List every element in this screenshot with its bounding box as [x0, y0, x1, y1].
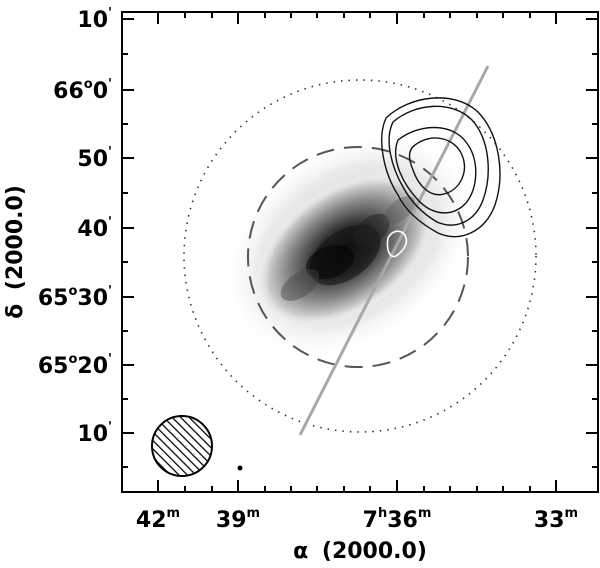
x-tick-label: 39m [216, 506, 260, 533]
y-tick-label: 40' [77, 215, 112, 242]
contour-set [381, 97, 501, 238]
y-axis-label: δ (2000.0) [3, 185, 28, 319]
dashed-circle [247, 146, 469, 368]
galaxy-image [221, 130, 479, 360]
y-tick-label: 66o0' [53, 77, 112, 104]
y-tick-label: 10' [77, 420, 112, 447]
y-tick-label: 65o20' [38, 352, 112, 379]
y-tick-label: 50' [77, 145, 112, 172]
slit-line [298, 65, 490, 436]
axis-ticks [122, 12, 598, 492]
y-tick-label: 10' [77, 6, 112, 33]
x-axis-label: α (2000.0) [293, 539, 427, 564]
axis-tick-labels: 42m 39m 7h36m 33m 10' 66o0' 50' 40' 65o30' 65o20'… [38, 6, 578, 533]
x-tick-label: 42m [136, 506, 180, 533]
x-tick-label: 7h36m [363, 506, 432, 533]
beam-small-dot [237, 465, 243, 471]
y-tick-label: 65o30' [38, 284, 112, 311]
white-contour [386, 230, 408, 258]
x-tick-label: 33m [534, 506, 578, 533]
beam-hatched-circle [151, 415, 213, 477]
